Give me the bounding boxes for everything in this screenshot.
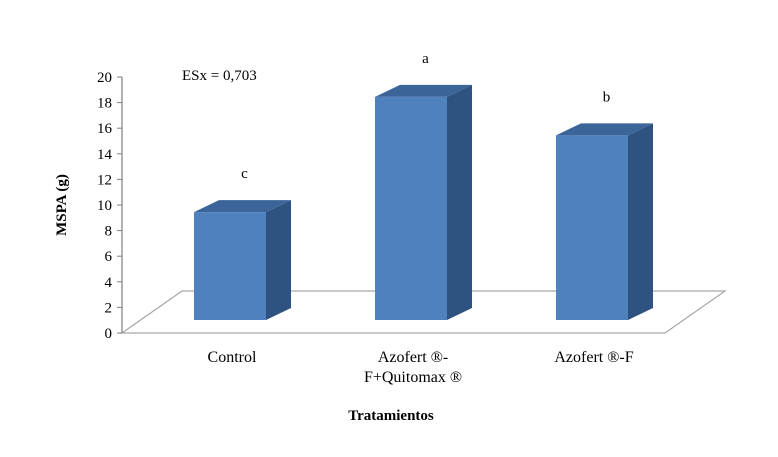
y-tick-label: 2	[105, 300, 113, 316]
x-axis-title: Tratamientos	[348, 408, 434, 424]
bar-top	[556, 123, 653, 136]
bar-front	[194, 212, 266, 320]
y-tick-label: 18	[97, 96, 112, 112]
bar	[556, 123, 653, 320]
bar-front	[556, 135, 628, 320]
category-label: Azofert ®-F	[554, 349, 633, 366]
category-label: Control	[208, 349, 257, 366]
y-tick-label: 14	[97, 147, 113, 163]
bar-side	[628, 123, 653, 320]
bar	[375, 84, 472, 320]
y-axis-title: MSPA (g)	[54, 174, 70, 236]
y-tick-label: 20	[97, 70, 112, 86]
bar-top	[194, 200, 291, 213]
category-label: F+Quitomax ®	[364, 369, 462, 386]
bar-top	[375, 84, 472, 97]
y-tick-label: 6	[105, 249, 113, 265]
bar-group	[194, 84, 653, 320]
bar-side	[266, 200, 291, 320]
y-tick-label: 12	[97, 172, 112, 188]
bar-front	[375, 96, 447, 320]
y-tick-label: 4	[105, 275, 113, 291]
bar	[194, 200, 291, 320]
significance-letter: a	[422, 51, 429, 67]
y-axis: 0 2 4 6 8 10 12 14 16 18 20	[97, 70, 123, 342]
y-tick-label: 8	[105, 224, 113, 240]
label-group: c Control a Azofert ®- F+Quitomax ® b Azofert …	[208, 51, 634, 386]
significance-letter: c	[241, 166, 248, 182]
category-label: Azofert ®-	[378, 349, 448, 366]
y-tick-label: 16	[97, 121, 113, 137]
bar-side	[447, 84, 472, 320]
annotation-esx: ESx = 0,703	[182, 68, 257, 84]
y-tick-label: 0	[105, 326, 113, 342]
significance-letter: b	[603, 89, 611, 105]
y-tick-label: 10	[97, 198, 112, 214]
